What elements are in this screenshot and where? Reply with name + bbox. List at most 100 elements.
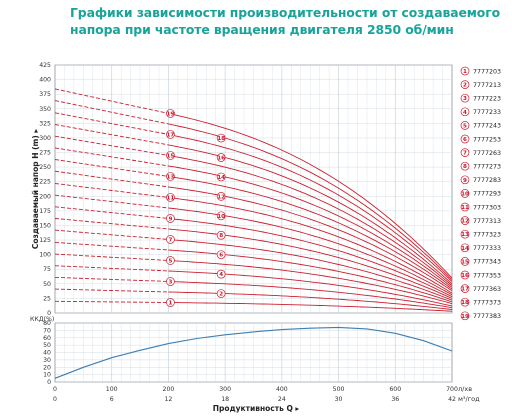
x-tick-bottom: 500: [333, 386, 345, 393]
chart-title: Графики зависимости производительности о…: [70, 4, 510, 38]
curve-dashed-7777293: [54, 194, 169, 209]
head-y-tick-label: 0: [47, 310, 51, 317]
head-y-tick-label: 125: [39, 237, 51, 244]
head-y-tick-label: 350: [39, 106, 51, 113]
legend-badge-number: 17: [461, 287, 469, 293]
head-y-tick-label: 25: [43, 295, 51, 302]
curve-badge-number: 1: [168, 300, 172, 306]
curve-badge-19: [166, 109, 175, 118]
title-line-1: Графики зависимости производительности о…: [70, 5, 501, 20]
curve-badge-number: 11: [167, 195, 175, 201]
curve-badge-number: 15: [167, 153, 175, 159]
eff-y-tick-label: 60: [43, 335, 51, 342]
legend-model-label: 7777323: [473, 232, 501, 239]
curve-solid-7777363: [168, 133, 453, 282]
curve-dashed-7777373: [54, 100, 169, 125]
legend-badge-10: [460, 189, 470, 198]
legend-badge-8: [460, 161, 470, 171]
legend-model-label: 7777203: [473, 68, 501, 75]
curve-solid-7777293: [168, 207, 453, 296]
head-y-tick-label: 100: [39, 252, 51, 259]
curve-badge-11: [166, 193, 175, 202]
legend-badge-6: [460, 134, 470, 144]
legend-model-label: 7777243: [473, 123, 501, 130]
curve-dashed-7777323: [54, 159, 169, 177]
legend-model-label: 7777353: [473, 272, 501, 279]
x-axis: 0 100 200 300 400 500 600 700 0 6 12 18 24 30 36 42л/хв…: [53, 385, 480, 413]
curve-badge-12: [216, 192, 226, 201]
x-tick-bottom: 600: [389, 386, 401, 393]
x-tick-bottom: 0: [53, 386, 57, 393]
efficiency-chart-grid: [54, 322, 453, 383]
legend-model-label: 7777363: [473, 286, 501, 293]
legend-badge-number: 13: [461, 232, 469, 238]
curve-badge-2: [216, 289, 226, 298]
x-tick-top: 24: [278, 396, 286, 403]
curve-badge-number: 8: [219, 233, 223, 239]
curve-solid-7777283: [168, 218, 453, 298]
head-y-tick-label: 75: [43, 266, 51, 273]
x-unit-top: л/хв: [458, 385, 472, 393]
x-tick-top: 0: [53, 396, 57, 403]
head-y-tick-label: 175: [39, 208, 51, 215]
legend-badge-number: 14: [461, 246, 469, 252]
curve-solid-7777213: [168, 291, 453, 310]
legend-badge-number: 2: [463, 83, 467, 89]
legend-badge-number: 8: [463, 164, 467, 170]
legend-badge-number: 3: [463, 96, 467, 102]
head-y-tick-label: 325: [39, 120, 51, 127]
curve-dashed-7777213: [54, 288, 169, 293]
legend-model-label: 7777313: [473, 218, 501, 225]
title-line-2: напора при частоте вращения двигателя 28…: [70, 22, 454, 37]
curve-dashed-7777363: [54, 112, 169, 135]
legend-model-label: 7777253: [473, 136, 501, 143]
curve-dashed-7777283: [54, 206, 169, 219]
curve-dashed-7777343: [54, 135, 169, 156]
head-chart-axes: 0 25 50 75 100 125 150 175 200 225 250 275 300 325 350…: [31, 62, 51, 317]
curve-badge-16: [216, 153, 226, 162]
curve-solid-7777303: [168, 197, 453, 294]
legend-model-label: 7777283: [473, 177, 501, 184]
legend-badge-number: 7: [463, 151, 467, 157]
curve-badge-number: 18: [217, 136, 225, 142]
legend-badge-9: [460, 175, 470, 185]
curve-dashed-7777203: [54, 300, 169, 303]
curve-badge-number: 16: [217, 155, 225, 161]
curve-badge-18: [216, 133, 226, 143]
legend-model-label: 7777213: [473, 82, 501, 89]
curve-dashed-7777273: [54, 218, 169, 230]
head-y-tick-label: 50: [43, 281, 51, 288]
legend-badge-number: 6: [463, 137, 467, 143]
curve-badge-7: [166, 235, 175, 244]
legend-badge-12: [460, 216, 470, 225]
eff-y-tick-label: 40: [43, 350, 51, 357]
curve-badge-9: [166, 214, 175, 223]
legend-badge-11: [460, 202, 470, 212]
curve-solid-7777343: [168, 154, 453, 286]
legend-badge-number: 12: [461, 219, 469, 225]
legend-badge-17: [460, 284, 470, 293]
legend-badge-15: [460, 257, 470, 266]
curve-solid-7777223: [168, 281, 453, 309]
head-y-tick-label: 225: [39, 179, 51, 186]
x-tick-bottom: 300: [219, 386, 231, 393]
legend-badge-number: 9: [463, 178, 467, 184]
legend-badge-number: 16: [461, 273, 469, 279]
curve-dashed-7777333: [54, 147, 169, 167]
x-tick-top: 30: [335, 396, 343, 403]
legend-badge-number: 18: [461, 300, 469, 306]
curve-badge-6: [216, 250, 226, 260]
legend-badge-number: 10: [461, 191, 469, 197]
curve-dashed-7777243: [54, 253, 169, 261]
eff-y-tick-label: 0: [47, 379, 51, 386]
legend-badge-number: 1: [463, 69, 467, 75]
legend-badge-number: 19: [461, 314, 469, 320]
curve-dashed-7777223: [54, 276, 169, 282]
curve-badge-number: 4: [219, 272, 223, 278]
curve-dashed-7777353: [54, 124, 169, 146]
curve-badge-number: 19: [167, 111, 175, 117]
legend-badge-18: [460, 297, 470, 307]
legend-badge-number: 11: [461, 205, 469, 211]
